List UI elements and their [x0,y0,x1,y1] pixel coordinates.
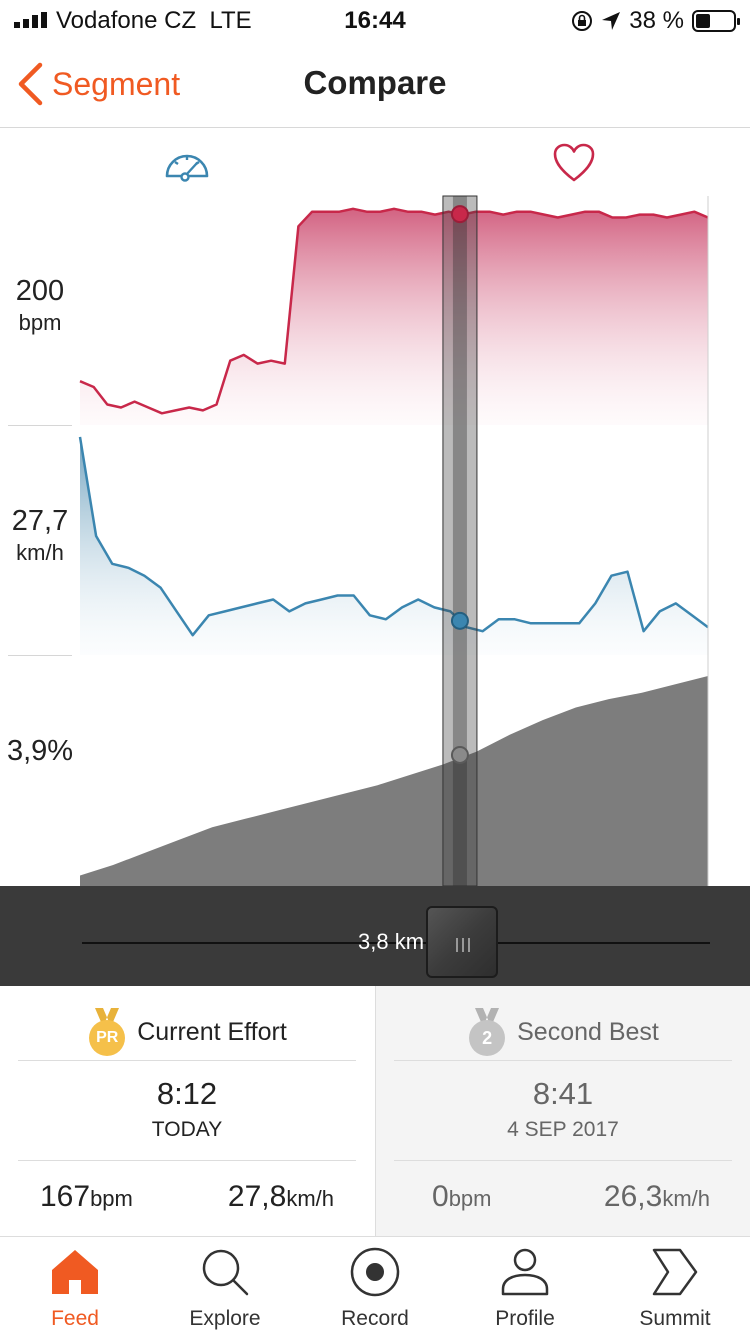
battery-icon [692,10,740,32]
grade-value: 3,9% [6,735,74,767]
tab-profile[interactable]: Profile [450,1237,600,1334]
second-best-time: 8:41 [532,1076,594,1111]
chevron-left-icon [18,62,43,106]
hr-value: 167 [40,1180,91,1213]
scrubber-handle[interactable] [426,906,498,978]
rank-badge: 2 [469,1020,506,1056]
back-button[interactable]: Segment [16,62,180,106]
heart-rate-cursor-dot [450,205,469,224]
second-best-speed: 26,3km/h [604,1180,710,1214]
distance-scrubber[interactable]: 3,8 km [0,886,750,986]
cursor-column [442,195,478,886]
tab-record[interactable]: Record [300,1237,450,1334]
elevation-area [80,676,708,886]
metric-icons [0,140,750,188]
signal-icon [14,12,47,28]
speed-line [78,436,709,637]
home-icon [52,1250,98,1294]
scrubber-track[interactable] [82,942,710,944]
back-label: Segment [52,65,181,102]
divider [18,1060,356,1061]
heart-rate-value: 200 [15,275,65,307]
hr-unit: bpm [90,1186,133,1211]
heart-rate-area [80,208,708,425]
hr-value: 0 [432,1180,449,1213]
battery-percent: 38 % [629,7,684,34]
tab-explore[interactable]: Explore [150,1237,300,1334]
speed-value: 27,8 [227,1180,287,1213]
tab-label: Profile [495,1307,555,1330]
elevation-cursor-dot [450,745,469,764]
summit-icon [652,1248,698,1296]
scrubber-distance: 3,8 km [358,929,425,954]
grade-axis-label: 3,9% [0,735,80,768]
axis-divider [8,425,72,426]
network-type: LTE [209,7,252,34]
tab-summit[interactable]: Summit [600,1237,750,1334]
pr-badge: PR [89,1020,126,1056]
divider [394,1160,732,1161]
second-best-title: Second Best [517,1017,659,1046]
current-effort-heart-rate: 167bpm [40,1180,133,1214]
second-best-heart-rate: 0bpm [432,1180,491,1214]
rotation-lock-icon [572,11,593,31]
page-title: Compare [303,64,447,101]
speed-value: 27,7 [11,505,69,537]
current-effort-date: TODAY [151,1118,223,1141]
speed-area [80,436,708,655]
tab-label: Explore [189,1307,261,1330]
tab-feed[interactable]: Feed [0,1237,150,1334]
record-icon [350,1247,400,1297]
tab-label: Feed [51,1307,99,1330]
clock: 16:44 [344,7,406,34]
speed-unit: km/h [286,1186,334,1211]
navigation-bar: Segment Compare [0,40,750,128]
current-effort-panel[interactable]: PR Current Effort 8:12 TODAY 167bpm 27,8… [0,986,374,1236]
axis-divider [8,655,72,656]
heart-rate-line [79,207,709,415]
person-icon [501,1248,549,1296]
speed-unit: km/h [662,1186,710,1211]
speed-value: 26,3 [603,1180,663,1213]
location-arrow-icon [602,12,621,30]
speed-axis-label: 27,7 km/h [0,505,80,566]
second-best-date: 4 SEP 2017 [507,1118,619,1141]
comparison-chart[interactable] [0,190,750,886]
hr-unit: bpm [448,1186,492,1211]
divider [18,1160,356,1161]
tab-label: Summit [639,1307,711,1330]
pr-medal-icon: PR [87,1008,127,1056]
heart-rate-axis-label: 200 bpm [0,275,80,336]
carrier-name: Vodafone CZ [56,7,197,34]
search-icon [202,1249,249,1296]
current-effort-title: Current Effort [137,1017,287,1046]
speedometer-icon[interactable] [163,142,211,182]
divider [394,1060,732,1061]
speed-unit: km/h [16,540,64,565]
current-effort-time: 8:12 [156,1076,218,1111]
current-effort-speed: 27,8km/h [228,1180,334,1214]
silver-medal-icon: 2 [467,1008,507,1056]
status-bar: Vodafone CZ LTE 16:44 38 % [0,0,750,40]
heart-rate-unit: bpm [18,310,62,335]
grip-icon [456,938,470,952]
heart-icon[interactable] [552,142,596,184]
tab-label: Record [341,1307,409,1330]
effort-comparison: PR Current Effort 8:12 TODAY 167bpm 27,8… [0,986,750,1236]
second-best-panel[interactable]: 2 Second Best 8:41 4 SEP 2017 0bpm 26,3k… [375,986,750,1236]
speed-cursor-dot [450,611,469,630]
tab-bar: Feed Explore Record Profile Summit [0,1236,750,1334]
